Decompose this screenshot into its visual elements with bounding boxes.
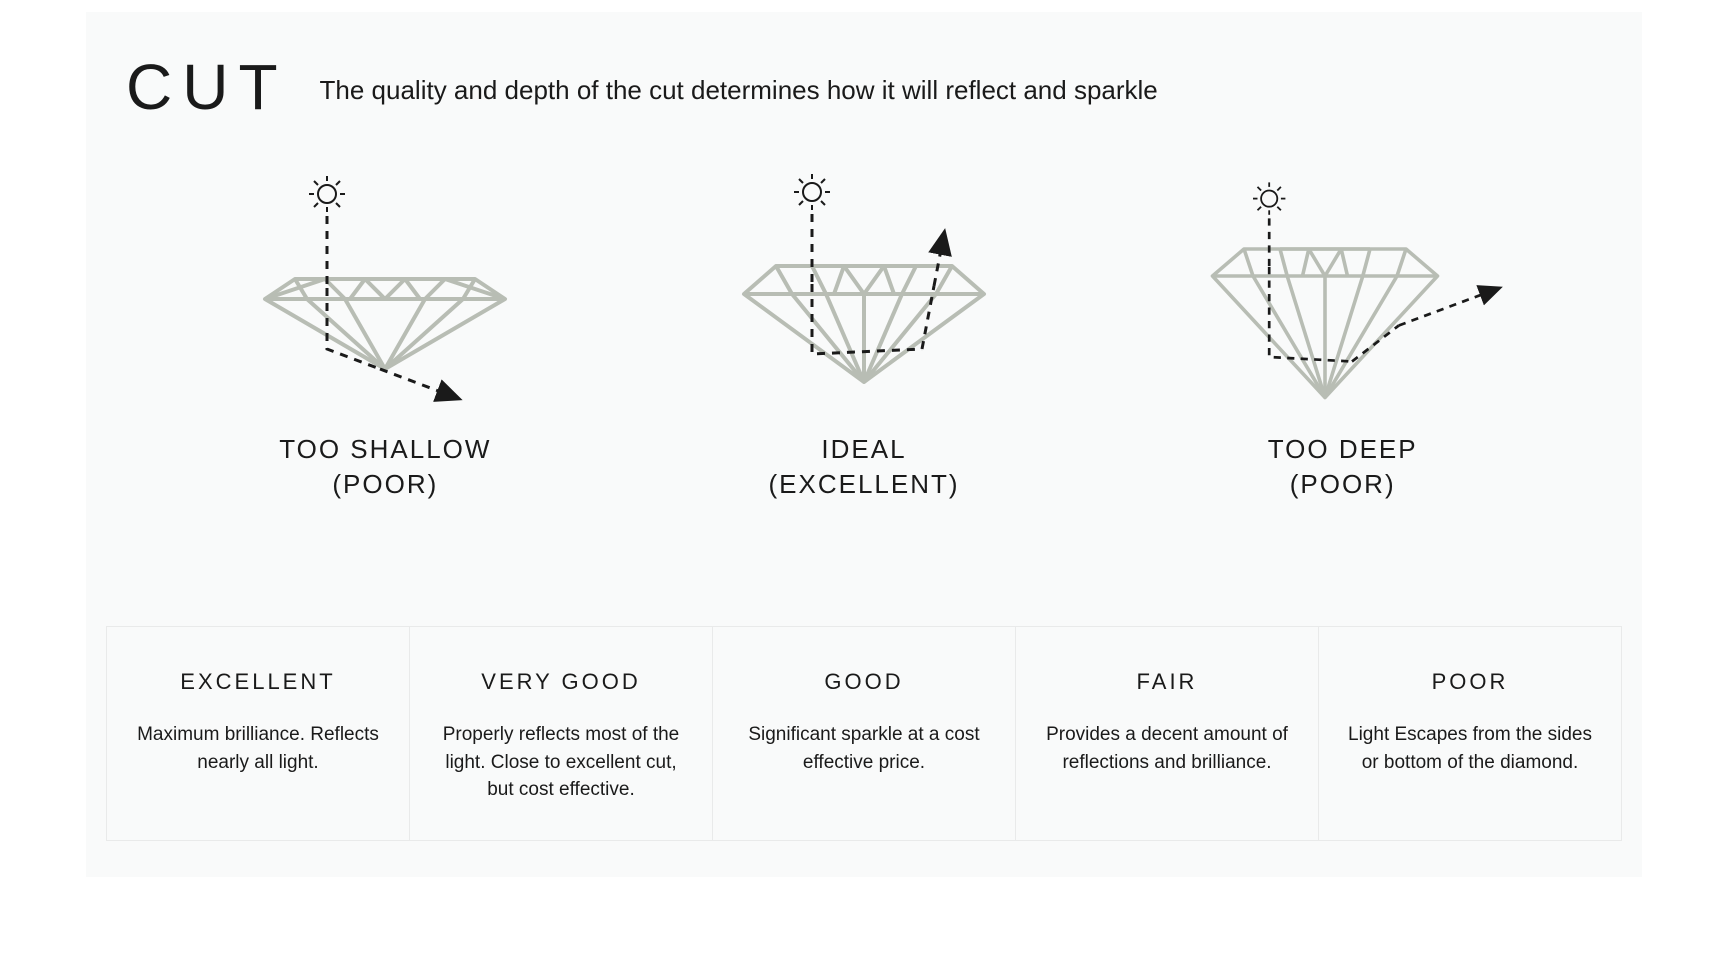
grade-very-good: VERY GOOD Properly reflects most of the … <box>410 626 713 841</box>
grade-good: GOOD Significant sparkle at a cost effec… <box>713 626 1016 841</box>
grade-title: VERY GOOD <box>438 669 684 695</box>
grade-excellent: EXCELLENT Maximum brilliance. Reflects n… <box>106 626 410 841</box>
diagram-deep-label: TOO DEEP (POOR) <box>1268 432 1418 502</box>
diagram-ideal: IDEAL (EXCELLENT) <box>625 164 1104 502</box>
diagram-shallow: TOO SHALLOW (POOR) <box>146 164 625 502</box>
grade-desc: Properly reflects most of the light. Clo… <box>438 721 684 804</box>
grade-desc: Significant sparkle at a cost effective … <box>741 721 987 776</box>
diamond-ideal-icon <box>684 164 1044 424</box>
grade-title: POOR <box>1347 669 1593 695</box>
page-title: CUT <box>126 50 288 124</box>
grade-desc: Maximum brilliance. Reflects nearly all … <box>135 721 381 776</box>
grade-desc: Provides a decent amount of reflections … <box>1044 721 1290 776</box>
diagrams-row: TOO SHALLOW (POOR) <box>86 124 1642 502</box>
diagram-shallow-label: TOO SHALLOW (POOR) <box>279 432 491 502</box>
grade-title: FAIR <box>1044 669 1290 695</box>
grade-fair: FAIR Provides a decent amount of reflect… <box>1016 626 1319 841</box>
diagram-deep: TOO DEEP (POOR) <box>1103 164 1582 502</box>
grade-poor: POOR Light Escapes from the sides or bot… <box>1319 626 1622 841</box>
header: CUT The quality and depth of the cut det… <box>86 12 1642 124</box>
page-subtitle: The quality and depth of the cut determi… <box>320 75 1158 106</box>
diagram-ideal-label: IDEAL (EXCELLENT) <box>768 432 959 502</box>
grade-title: GOOD <box>741 669 987 695</box>
diamond-deep-icon <box>1163 164 1523 424</box>
grade-title: EXCELLENT <box>135 669 381 695</box>
grade-desc: Light Escapes from the sides or bottom o… <box>1347 721 1593 776</box>
diamond-shallow-icon <box>205 164 565 424</box>
grades-row: EXCELLENT Maximum brilliance. Reflects n… <box>106 626 1622 841</box>
infographic-canvas: CUT The quality and depth of the cut det… <box>86 12 1642 877</box>
